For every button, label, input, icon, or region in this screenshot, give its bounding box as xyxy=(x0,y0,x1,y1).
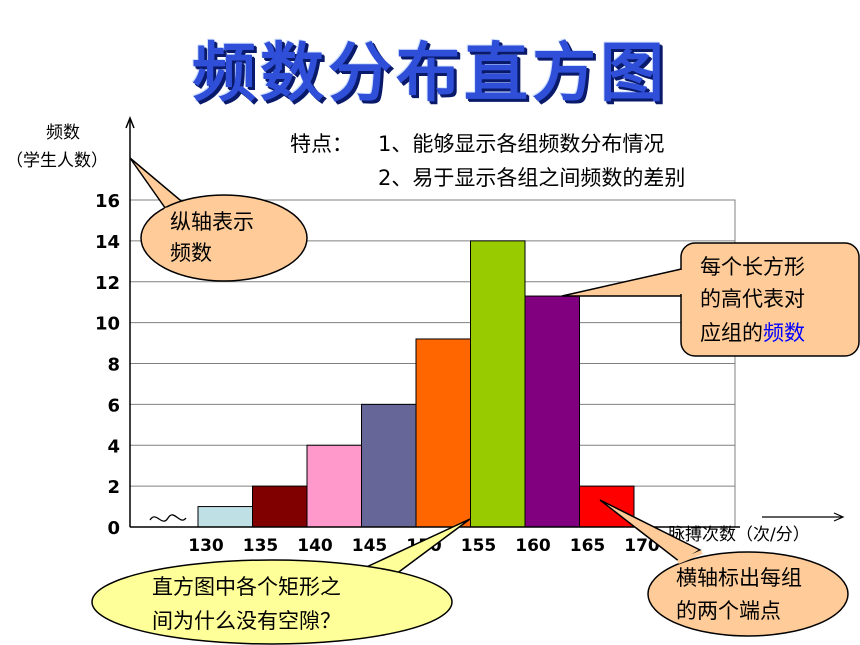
bar-140-145 xyxy=(306,444,362,528)
y-tick-labels: 0 2 4 6 8 10 12 14 16 xyxy=(95,191,120,539)
y-tick-label: 0 xyxy=(107,518,120,539)
x-tick-label: 165 xyxy=(570,536,606,556)
y-axis-arrow xyxy=(125,115,135,129)
callout-bar-height-line3: 应组的频数 xyxy=(700,321,805,345)
features-label: 特点： xyxy=(290,132,353,156)
bar-150-155 xyxy=(415,338,471,528)
feature-item-1: 1、能够显示各组频数分布情况 xyxy=(378,132,665,156)
x-axis-label: 脉搏次数（次/分） xyxy=(668,525,810,545)
y-axis-label-unit: （学生人数） xyxy=(6,151,108,171)
bar-145-150 xyxy=(361,403,417,528)
y-tick-label: 2 xyxy=(107,477,120,498)
bar-160-165 xyxy=(524,295,580,528)
x-tick-label: 170 xyxy=(624,536,660,556)
highlight-frequency: 频数 xyxy=(763,321,805,345)
callout-x-axis-line2: 的两个端点 xyxy=(676,599,781,623)
page-title: 频数分布直方图 xyxy=(192,37,668,111)
callout-y-axis-line2: 频数 xyxy=(170,241,212,265)
callout-no-gap-line1: 直方图中各个矩形之 xyxy=(152,575,341,599)
x-tick-label: 155 xyxy=(461,536,497,556)
y-tick-label: 4 xyxy=(107,436,120,457)
y-tick-label: 12 xyxy=(95,273,120,294)
x-tick-label: 145 xyxy=(352,536,388,556)
y-tick-label: 6 xyxy=(107,395,120,416)
axis-break-icon xyxy=(149,514,187,522)
callout-bar-height-line2: 的高代表对 xyxy=(700,287,805,311)
callout-bar-height: 每个长方形 的高代表对 应组的频数 xyxy=(561,242,860,357)
bar-130-135 xyxy=(197,506,253,528)
y-axis-label-main: 频数 xyxy=(46,123,80,143)
callout-y-axis: 纵轴表示 频数 xyxy=(129,157,308,282)
y-tick-label: 8 xyxy=(107,355,120,376)
callout-no-gap-line2: 间为什么没有空隙？ xyxy=(152,609,341,633)
bar-155-160 xyxy=(470,240,526,528)
x-tick-label: 130 xyxy=(188,536,224,556)
feature-item-2: 2、易于显示各组之间频数的差别 xyxy=(378,166,686,190)
x-tick-label: 140 xyxy=(297,536,333,556)
callout-x-axis-line1: 横轴标出每组 xyxy=(676,566,802,590)
callout-bar-height-line1: 每个长方形 xyxy=(700,255,805,279)
callout-no-gap: 直方图中各个矩形之 间为什么没有空隙？ xyxy=(91,518,471,645)
y-tick-label: 14 xyxy=(95,232,120,253)
x-axis-arrow xyxy=(833,512,845,522)
callout-y-axis-line1: 纵轴表示 xyxy=(170,210,254,234)
x-tick-label: 160 xyxy=(515,536,551,556)
y-tick-label: 16 xyxy=(95,191,120,212)
bar-135-140 xyxy=(252,485,308,528)
callout-x-axis: 横轴标出每组 的两个端点 xyxy=(599,499,849,637)
histogram-bars xyxy=(197,240,635,528)
y-tick-label: 10 xyxy=(95,314,120,335)
x-tick-label: 135 xyxy=(243,536,279,556)
